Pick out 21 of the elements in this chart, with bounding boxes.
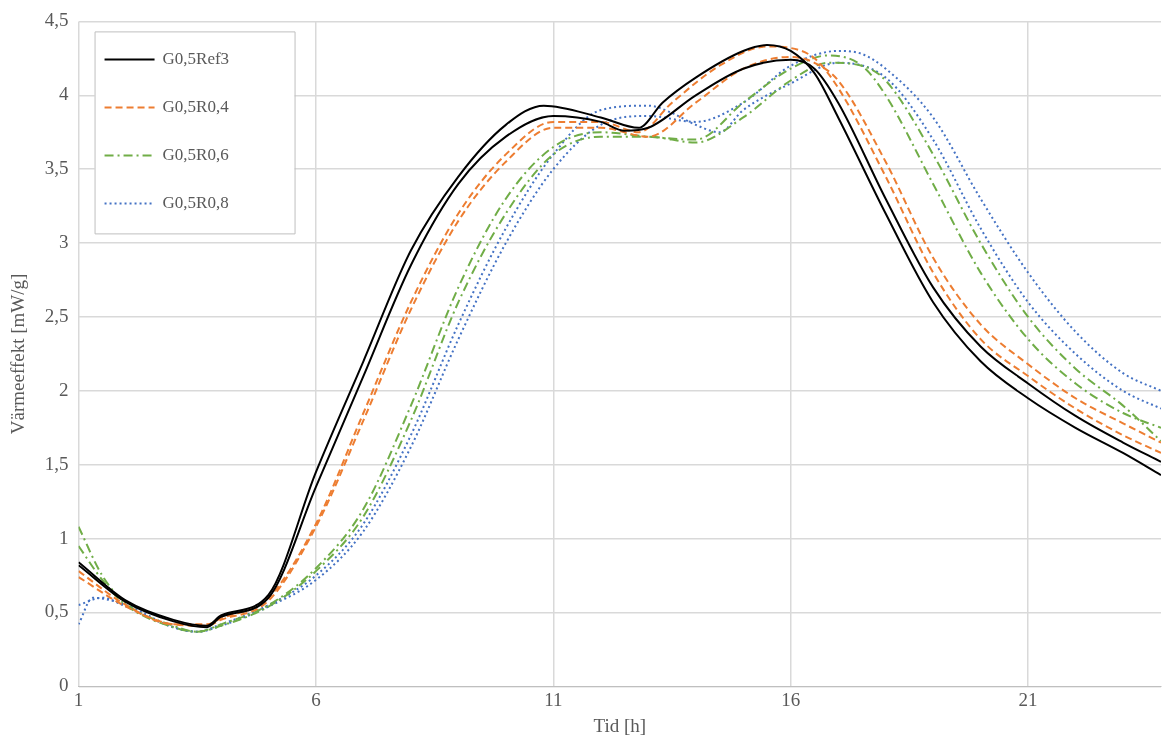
y-tick-label: 3,5 bbox=[44, 157, 69, 179]
y-tick-label: 4,5 bbox=[44, 9, 69, 31]
y-tick-label: 4 bbox=[59, 83, 70, 105]
legend-label: G0,5Ref3 bbox=[162, 48, 230, 68]
legend-label: G0,5R0,4 bbox=[162, 96, 230, 116]
x-axis-title: Tid [h] bbox=[593, 714, 647, 736]
y-tick-label: 2,5 bbox=[44, 304, 69, 326]
legend-label: G0,5R0,8 bbox=[162, 192, 229, 212]
y-axis-title: Värmeeffekt [mW/g] bbox=[7, 273, 29, 435]
x-tick-label: 11 bbox=[544, 688, 563, 710]
x-tick-label: 1 bbox=[73, 688, 84, 710]
legend-label: G0,5R0,6 bbox=[162, 144, 229, 164]
y-tick-label: 1 bbox=[59, 526, 69, 548]
y-tick-label: 2 bbox=[59, 378, 69, 400]
y-tick-label: 1,5 bbox=[44, 452, 69, 474]
x-tick-label: 6 bbox=[311, 688, 321, 710]
y-tick-label: 0 bbox=[59, 674, 69, 696]
x-tick-label: 16 bbox=[781, 688, 801, 710]
x-tick-label: 21 bbox=[1018, 688, 1038, 710]
y-tick-label: 3 bbox=[59, 231, 69, 253]
y-tick-label: 0,5 bbox=[44, 600, 69, 622]
